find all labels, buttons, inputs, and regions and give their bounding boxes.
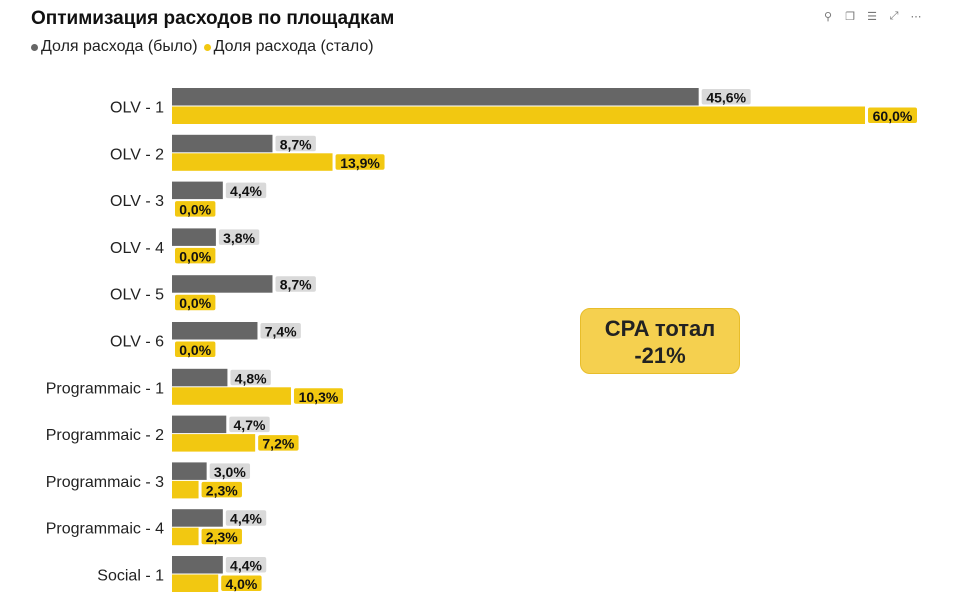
bar[interactable]: [172, 134, 273, 153]
data-label: 8,7%: [280, 277, 312, 293]
data-label: 4,0%: [225, 576, 257, 592]
data-label: 8,7%: [280, 136, 312, 152]
data-label-bg: [175, 201, 216, 217]
data-label-bg: [229, 416, 270, 433]
bar[interactable]: [172, 106, 865, 125]
bar[interactable]: [172, 574, 219, 593]
bar[interactable]: [172, 322, 258, 340]
bar[interactable]: [172, 462, 207, 480]
legend-dot-icon: [31, 43, 38, 51]
data-label: 4,4%: [230, 511, 262, 527]
data-label-bg: [868, 107, 917, 123]
bar[interactable]: [172, 480, 199, 499]
data-label: 3,8%: [223, 230, 255, 246]
data-label: 7,4%: [265, 324, 297, 340]
legend-label: Доля расхода (было): [41, 38, 198, 55]
bar[interactable]: [172, 228, 216, 246]
data-label: 7,2%: [262, 436, 294, 452]
data-label-bg: [201, 528, 242, 545]
copy-icon[interactable]: ❐: [845, 11, 855, 23]
bar[interactable]: [172, 275, 273, 293]
data-label: 0,0%: [179, 248, 211, 264]
bar[interactable]: [172, 181, 223, 200]
data-label-bg: [209, 463, 251, 479]
filter-icon[interactable]: ☰: [867, 11, 877, 23]
cpa-value: -21%: [634, 343, 686, 368]
focus-mode-icon[interactable]: ⤢: [889, 10, 899, 22]
more-options-icon[interactable]: ⋯: [910, 11, 922, 23]
data-label-bg: [701, 89, 751, 105]
category-label: Programmaic - 4: [46, 521, 164, 538]
visual-toolbar: ⚲ ❐ ☰ ⤢ ⋯: [822, 10, 922, 23]
category-label: OLV - 6: [110, 334, 164, 351]
category-label: Social - 1: [97, 568, 164, 585]
data-label-bg: [275, 276, 316, 292]
data-label: 4,4%: [230, 558, 262, 574]
chart-title: Оптимизация расходов по площадкам: [31, 8, 395, 29]
legend: Доля расхода (было) Доля расхода (стало): [31, 38, 374, 56]
category-label: OLV - 3: [110, 193, 164, 210]
data-label-bg: [175, 247, 216, 264]
data-label-bg: [293, 388, 343, 404]
data-label-bg: [225, 557, 267, 573]
bar[interactable]: [172, 509, 223, 527]
category-label: OLV - 1: [110, 100, 164, 117]
data-label: 0,0%: [179, 202, 211, 218]
data-label: 2,3%: [206, 529, 238, 545]
data-label-bg: [275, 135, 316, 152]
legend-label: Доля расхода (стало): [213, 38, 374, 55]
data-label: 0,0%: [179, 342, 211, 358]
bar[interactable]: [172, 415, 227, 434]
legend-item-after[interactable]: Доля расхода (стало): [203, 38, 374, 56]
bar[interactable]: [172, 368, 228, 387]
legend-item-before[interactable]: Доля расхода (было): [31, 38, 198, 56]
cpa-annotation: CPA тотал -21%: [580, 308, 740, 374]
data-label-bg: [258, 435, 299, 451]
data-label-bg: [221, 575, 262, 591]
data-label-bg: [175, 341, 216, 357]
cpa-label: CPA тотал: [604, 316, 716, 341]
data-label: 4,4%: [230, 183, 262, 199]
bar[interactable]: [172, 153, 333, 171]
category-label: OLV - 4: [110, 240, 164, 257]
data-label: 4,7%: [234, 417, 266, 433]
bar[interactable]: [172, 434, 256, 452]
category-label: OLV - 5: [110, 287, 164, 304]
data-label-bg: [260, 323, 301, 339]
category-label: Programmaic - 2: [46, 427, 164, 444]
data-label: 2,3%: [206, 482, 238, 498]
data-label-bg: [225, 510, 267, 526]
data-label-bg: [218, 229, 260, 245]
legend-dot-icon: [203, 43, 211, 51]
data-label: 10,3%: [299, 389, 339, 405]
category-label: Programmaic - 1: [46, 380, 164, 397]
bar[interactable]: [172, 556, 223, 574]
bar[interactable]: [172, 88, 699, 106]
data-label-bg: [175, 294, 216, 311]
bar[interactable]: [172, 387, 291, 405]
data-label: 0,0%: [179, 295, 211, 311]
data-label-bg: [225, 182, 267, 199]
data-label: 60,0%: [873, 108, 913, 124]
pin-icon[interactable]: ⚲: [823, 11, 833, 23]
category-label: Programmaic - 3: [46, 474, 164, 491]
data-label: 4,8%: [235, 370, 267, 386]
bar[interactable]: [172, 527, 199, 546]
data-label-bg: [201, 481, 242, 498]
category-label: OLV - 2: [110, 146, 164, 163]
data-label: 45,6%: [706, 90, 746, 106]
data-label: 13,9%: [340, 155, 380, 171]
data-label-bg: [230, 369, 271, 386]
data-label-bg: [335, 154, 385, 170]
data-label: 3,0%: [214, 464, 246, 480]
